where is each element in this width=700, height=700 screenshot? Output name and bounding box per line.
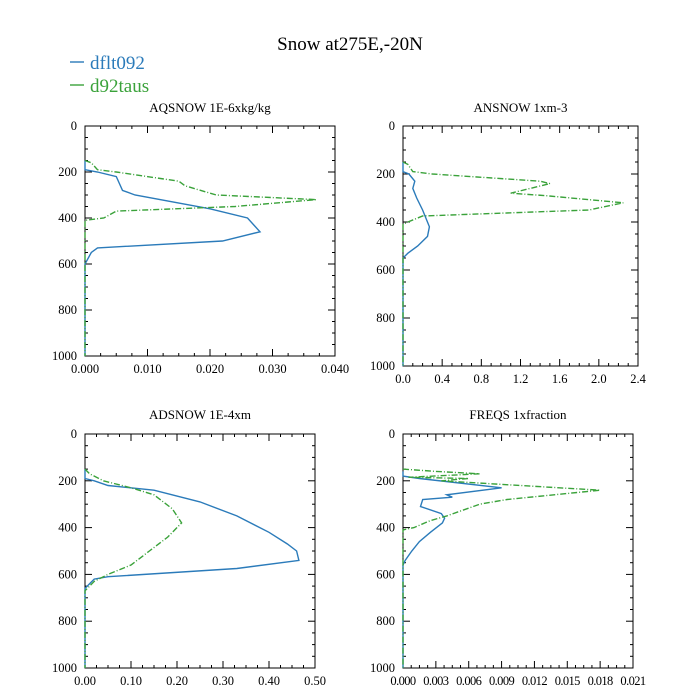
- x-tick-label: 0.012: [522, 674, 547, 688]
- x-tick-label: 0.015: [555, 674, 580, 688]
- y-tick-label: 800: [58, 303, 77, 317]
- legend-label-dflt092: dflt092: [90, 53, 145, 74]
- y-tick-label: 800: [58, 614, 77, 628]
- y-tick-label: 400: [58, 521, 77, 535]
- y-tick-label: 1000: [52, 349, 77, 363]
- y-tick-label: 200: [58, 474, 77, 488]
- series-line-d92taus: [84, 468, 183, 668]
- x-tick-label: 1.6: [552, 372, 568, 386]
- x-tick-label: 2.4: [630, 372, 646, 386]
- series-line-d92taus: [402, 468, 601, 668]
- x-tick-label: 0.50: [304, 674, 326, 688]
- y-tick-label: 1000: [52, 661, 77, 675]
- x-tick-label: 0.040: [321, 362, 349, 376]
- y-tick-label: 1000: [370, 359, 395, 373]
- x-tick-label: 0.030: [258, 362, 286, 376]
- x-tick-label: 0.018: [588, 674, 613, 688]
- series-line-dflt092: [402, 162, 431, 366]
- series-line-dflt092: [84, 469, 300, 668]
- y-tick-label: 0: [71, 427, 77, 441]
- y-tick-label: 600: [58, 567, 77, 581]
- x-tick-label: 0.010: [133, 362, 161, 376]
- y-tick-label: 600: [376, 263, 395, 277]
- x-tick-label: 0.020: [196, 362, 224, 376]
- plot-frame: [402, 125, 639, 367]
- legend-label-d92taus: d92taus: [90, 76, 149, 97]
- legend: dflt092 d92taus: [70, 53, 149, 97]
- x-tick-label: 0.20: [166, 674, 188, 688]
- x-tick-label: 0.30: [212, 674, 234, 688]
- y-tick-label: 600: [58, 257, 77, 271]
- plot-frame: [402, 433, 634, 669]
- series-line-d92taus: [402, 161, 624, 366]
- series-line-dflt092: [84, 160, 262, 356]
- figure-title: Snow at275E,-20N: [277, 34, 423, 55]
- x-tick-label: 0.4: [434, 372, 450, 386]
- x-tick-label: 0.009: [489, 674, 514, 688]
- y-tick-label: 800: [376, 614, 395, 628]
- x-tick-label: 2.0: [591, 372, 607, 386]
- x-tick-label: 0.8: [474, 372, 490, 386]
- panel-title: ADSNOW 1E-4xm: [149, 407, 251, 422]
- x-tick-label: 0.021: [620, 674, 645, 688]
- x-tick-label: 0.00: [74, 674, 96, 688]
- y-tick-label: 400: [376, 215, 395, 229]
- y-tick-label: 0: [389, 119, 395, 133]
- x-tick-label: 0.0: [395, 372, 411, 386]
- y-tick-label: 0: [389, 427, 395, 441]
- y-tick-label: 200: [376, 167, 395, 181]
- x-tick-label: 1.2: [513, 372, 529, 386]
- series-line-d92taus: [84, 159, 317, 356]
- x-tick-label: 0.40: [258, 674, 280, 688]
- y-tick-label: 400: [376, 521, 395, 535]
- x-tick-label: 0.003: [423, 674, 448, 688]
- y-tick-label: 600: [376, 567, 395, 581]
- y-tick-label: 0: [71, 119, 77, 133]
- y-tick-label: 200: [376, 474, 395, 488]
- x-tick-label: 0.006: [456, 674, 481, 688]
- x-tick-label: 0.10: [120, 674, 142, 688]
- panel-title: AQSNOW 1E-6xkg/kg: [149, 100, 271, 115]
- panel-title: FREQS 1xfraction: [469, 407, 567, 422]
- panel-title: ANSNOW 1xm-3: [473, 100, 567, 115]
- plot-frame: [84, 433, 316, 669]
- y-tick-label: 200: [58, 165, 77, 179]
- x-tick-label: 0.000: [71, 362, 99, 376]
- y-tick-label: 800: [376, 311, 395, 325]
- y-tick-label: 400: [58, 211, 77, 225]
- series-line-dflt092: [402, 471, 502, 668]
- y-tick-label: 1000: [370, 661, 395, 675]
- x-tick-label: 0.000: [390, 674, 415, 688]
